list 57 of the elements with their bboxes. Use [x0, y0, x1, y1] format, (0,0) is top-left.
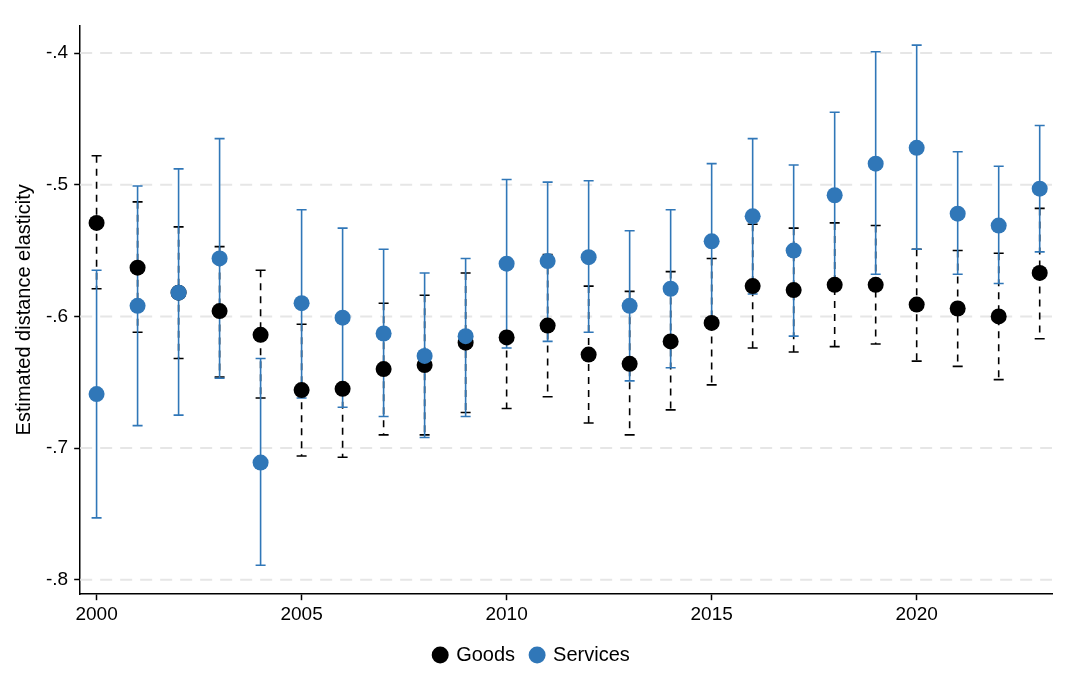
point	[375, 325, 392, 342]
point	[826, 187, 843, 204]
point	[744, 278, 761, 295]
point	[293, 382, 310, 399]
y-tick-label: -.8	[45, 567, 69, 589]
point	[129, 297, 146, 314]
point	[539, 253, 556, 270]
point	[703, 314, 720, 331]
point	[129, 259, 146, 276]
point	[785, 242, 802, 259]
point	[867, 276, 884, 293]
point	[252, 326, 269, 343]
point	[662, 333, 679, 350]
point	[498, 329, 515, 346]
point	[621, 297, 638, 314]
point	[867, 155, 884, 172]
point	[211, 303, 228, 320]
y-tick-label: -.4	[45, 41, 69, 63]
point	[334, 380, 351, 397]
point	[990, 217, 1007, 234]
y-tick-label: -.7	[45, 436, 69, 458]
point	[908, 296, 925, 313]
point	[498, 255, 515, 272]
point	[293, 295, 310, 312]
point	[949, 300, 966, 317]
legend-label: Services	[553, 642, 630, 665]
legend-label: Goods	[456, 642, 516, 665]
point	[703, 233, 720, 250]
point	[334, 309, 351, 326]
y-axis-title: Estimated distance elasticity	[11, 184, 34, 436]
point	[621, 355, 638, 372]
point	[88, 214, 105, 231]
point	[785, 282, 802, 299]
point	[1031, 264, 1048, 281]
point	[1031, 180, 1048, 197]
point	[580, 249, 597, 266]
x-tick-label: 2015	[690, 602, 733, 624]
point	[826, 276, 843, 293]
point	[990, 308, 1007, 325]
point	[662, 280, 679, 297]
point	[416, 347, 433, 364]
point	[375, 361, 392, 378]
point	[580, 346, 597, 363]
point	[539, 317, 556, 334]
point	[252, 454, 269, 471]
point	[457, 328, 474, 345]
x-tick-label: 2000	[75, 602, 118, 624]
point	[949, 205, 966, 222]
y-tick-label: -.6	[45, 304, 69, 326]
point	[744, 208, 761, 225]
x-tick-label: 2005	[280, 602, 323, 624]
point	[908, 139, 925, 156]
x-tick-label: 2010	[485, 602, 528, 624]
y-tick-label: -.5	[45, 172, 69, 194]
x-tick-label: 2020	[895, 602, 938, 624]
point	[88, 386, 105, 403]
point	[211, 250, 228, 267]
